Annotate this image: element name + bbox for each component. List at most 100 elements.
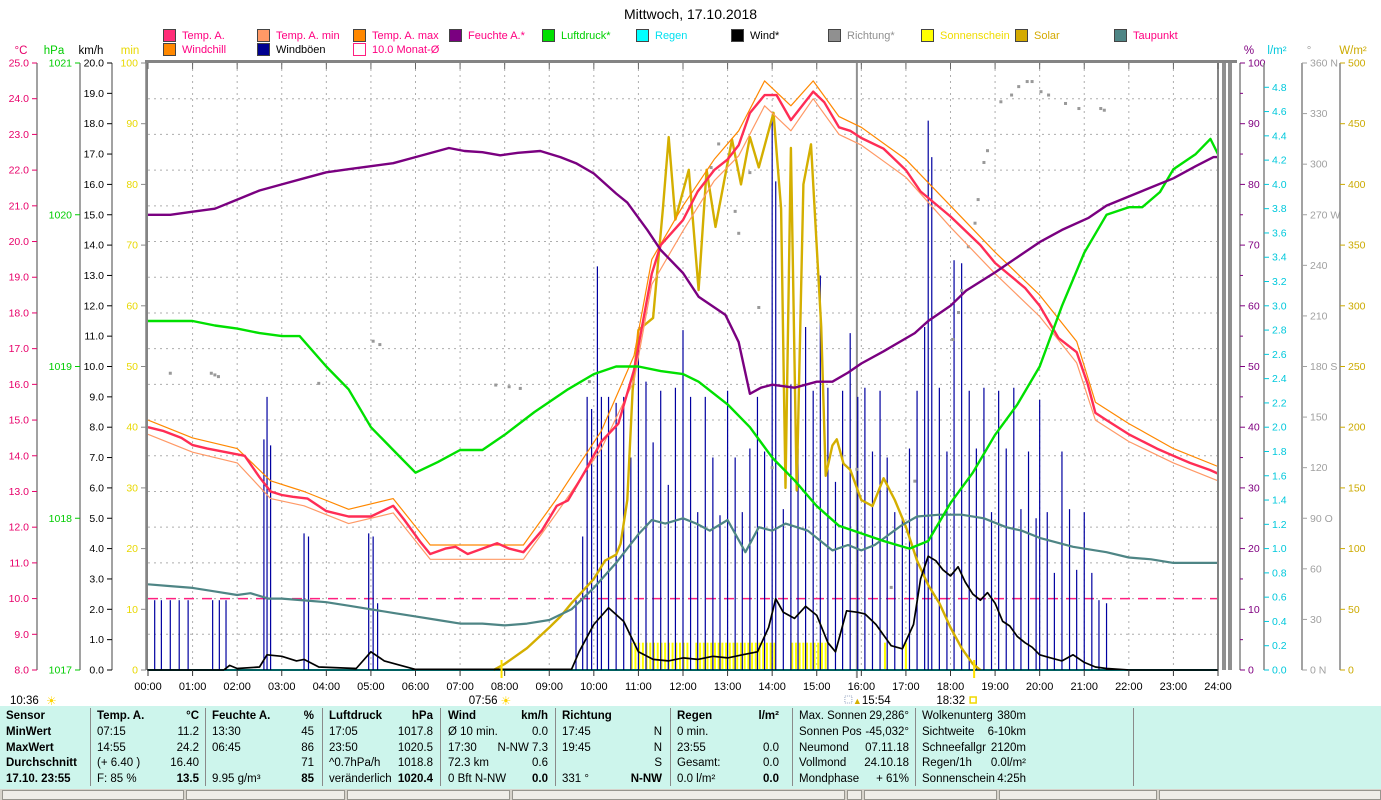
table-column-feuchte-a-: Feuchte A.% 13:30 45 06:45 86 71 9.95 g/m³ 85	[212, 709, 314, 788]
table-cell: 1020.4	[397, 773, 433, 786]
axis-tick-label: 7.0	[89, 452, 104, 464]
series-sonnenschein-bar	[809, 642, 812, 670]
table-row: 19:45 N	[562, 741, 662, 757]
axis-tick-label: 60	[1248, 300, 1260, 312]
axis-tick-label: 150	[1310, 412, 1328, 424]
sun-icon: ☀	[46, 694, 57, 708]
hour-label: 15:00	[803, 681, 831, 693]
axis-title-min: min	[121, 45, 140, 57]
series-richtung-dot	[709, 166, 713, 170]
axis-title-wm2: W/m²	[1339, 45, 1367, 57]
series-sonnenschein-bar	[794, 642, 797, 670]
series-sonnenschein-bar	[813, 642, 816, 670]
axis-tick-label: 80	[1248, 179, 1260, 191]
axis-tick-label: 2.6	[1272, 349, 1287, 361]
series-sonnenschein-bar	[702, 642, 705, 670]
axis-tick-label: 4.6	[1272, 106, 1287, 118]
axis-tick-label: 10	[126, 604, 138, 616]
series-richtung-dot	[1017, 85, 1021, 89]
axis-tick-label: 14.0	[84, 240, 105, 252]
plot-border-top	[145, 60, 1237, 63]
table-header-cell: Richtung	[562, 710, 612, 722]
series-sonnenschein-bar	[725, 642, 728, 670]
table-header-row: Temp. A. °C	[97, 709, 199, 725]
hour-label: 21:00	[1070, 681, 1098, 693]
table-row: F: 85 % 13.5	[97, 772, 199, 788]
hour-label: 04:00	[313, 681, 341, 693]
table-info-row: Vollmond 24.10.18	[799, 756, 909, 772]
hour-label: 22:00	[1115, 681, 1143, 693]
series-richtung-dot	[999, 100, 1003, 104]
table-header-cell: Luftdruck	[329, 710, 383, 722]
series-sonnenschein-bar	[686, 642, 689, 670]
axis-tick-label: 24.0	[9, 93, 30, 105]
axis-tick-label: 300	[1348, 300, 1366, 312]
series-richtung-dot	[957, 311, 961, 315]
sunset-label: 18:32	[936, 695, 965, 707]
table-row: 9.95 g/m³ 85	[212, 772, 314, 788]
axis-tick-label: 0.8	[1272, 567, 1287, 579]
series-sonnenschein-bar	[706, 642, 709, 670]
table-cell: 23:50	[329, 741, 358, 754]
axis-tick-label: 3.2	[1272, 276, 1287, 288]
series-sonnenschein-bar	[754, 642, 757, 670]
axis-tick-label: 3.6	[1272, 227, 1287, 239]
legend-item-feuchte-a-: Feuchte A.*	[449, 29, 525, 42]
moonrise-label: 15:54	[862, 695, 891, 707]
legend-item-temp-a-min: Temp. A. min	[257, 29, 340, 42]
axis-tick-label: 8.0	[14, 665, 29, 677]
axis-tick-label: 400	[1348, 179, 1366, 191]
table-row: 23:55 0.0	[677, 741, 779, 757]
series-richtung-dot	[717, 142, 721, 146]
series-sonnenschein-bar	[679, 642, 682, 670]
hour-label: 11:00	[625, 681, 652, 693]
series-sonnenschein-bar	[820, 642, 823, 670]
axis-tick-label: 80	[126, 179, 138, 191]
series-richtung-dot	[1039, 90, 1043, 94]
table-row: 0 Bft N-NW 0.0	[448, 772, 548, 788]
legend-label: Feuchte A.*	[468, 30, 525, 42]
hour-label: 18:00	[937, 681, 965, 693]
table-row-label: Durchschnitt	[6, 757, 77, 770]
table-cell: 0.0 l/m²	[677, 773, 716, 786]
table-row: 331 ° N-NW	[562, 772, 662, 788]
table-cell: 1017.8	[397, 725, 433, 738]
table-column-sensor: Sensor MinWert MaxWert Durchschnitt 17.10. 2…	[6, 709, 86, 788]
axis-tick-label: 150	[1348, 482, 1366, 494]
series-sonnenschein-bar	[699, 642, 702, 670]
sunrise-label: 07:56	[469, 695, 498, 707]
series-feuchte	[148, 146, 1218, 395]
series-taupunkt	[147, 513, 1218, 627]
axis-tick-label: 0	[1348, 665, 1354, 677]
table-cell: Gesamt:	[677, 757, 721, 770]
table-cell: 17:45	[562, 725, 591, 738]
series-sonnenschein-bar	[824, 642, 827, 670]
table-cell: Sichtweite	[922, 725, 975, 738]
table-row: S	[562, 756, 662, 772]
table-cell: Wolkenunterg	[922, 710, 993, 722]
axis-tick-label: 2.0	[1272, 422, 1287, 434]
axis-title-lm2: l/m²	[1267, 45, 1286, 57]
axis-tick-label: 20	[126, 543, 138, 555]
axis-tick-label: 60	[126, 300, 138, 312]
legend-swatch	[1114, 29, 1127, 42]
table-row: 0.0 l/m² 0.0	[677, 772, 779, 788]
table-column-richtung: Richtung 17:45 N 19:45 N S 331 ° N-NW	[562, 709, 662, 788]
table-row-label: 17.10. 23:55	[6, 773, 71, 786]
axis-tick-label: 18.0	[84, 118, 105, 130]
axis-title-deg: °	[1307, 45, 1312, 57]
series-sonnenschein-bar	[695, 642, 698, 670]
axis-tick-label: 50	[1348, 604, 1360, 616]
axis-tick-label: 8.0	[89, 422, 104, 434]
legend-label: Temp. A. min	[276, 30, 340, 42]
axis-tick-label: 25.0	[9, 58, 30, 70]
table-cell: Max. Sonnen	[799, 710, 867, 722]
series-richtung-dot	[966, 245, 970, 249]
legend-label: Solar	[1034, 30, 1060, 42]
status-segment	[2, 790, 184, 800]
series-richtung-dot	[1077, 107, 1081, 111]
series-sonnenschein-bar	[660, 642, 663, 670]
series-richtung-dot	[986, 149, 990, 153]
table-row-label: MaxWert	[6, 741, 54, 754]
axis-tick-label: 10.0	[84, 361, 105, 373]
